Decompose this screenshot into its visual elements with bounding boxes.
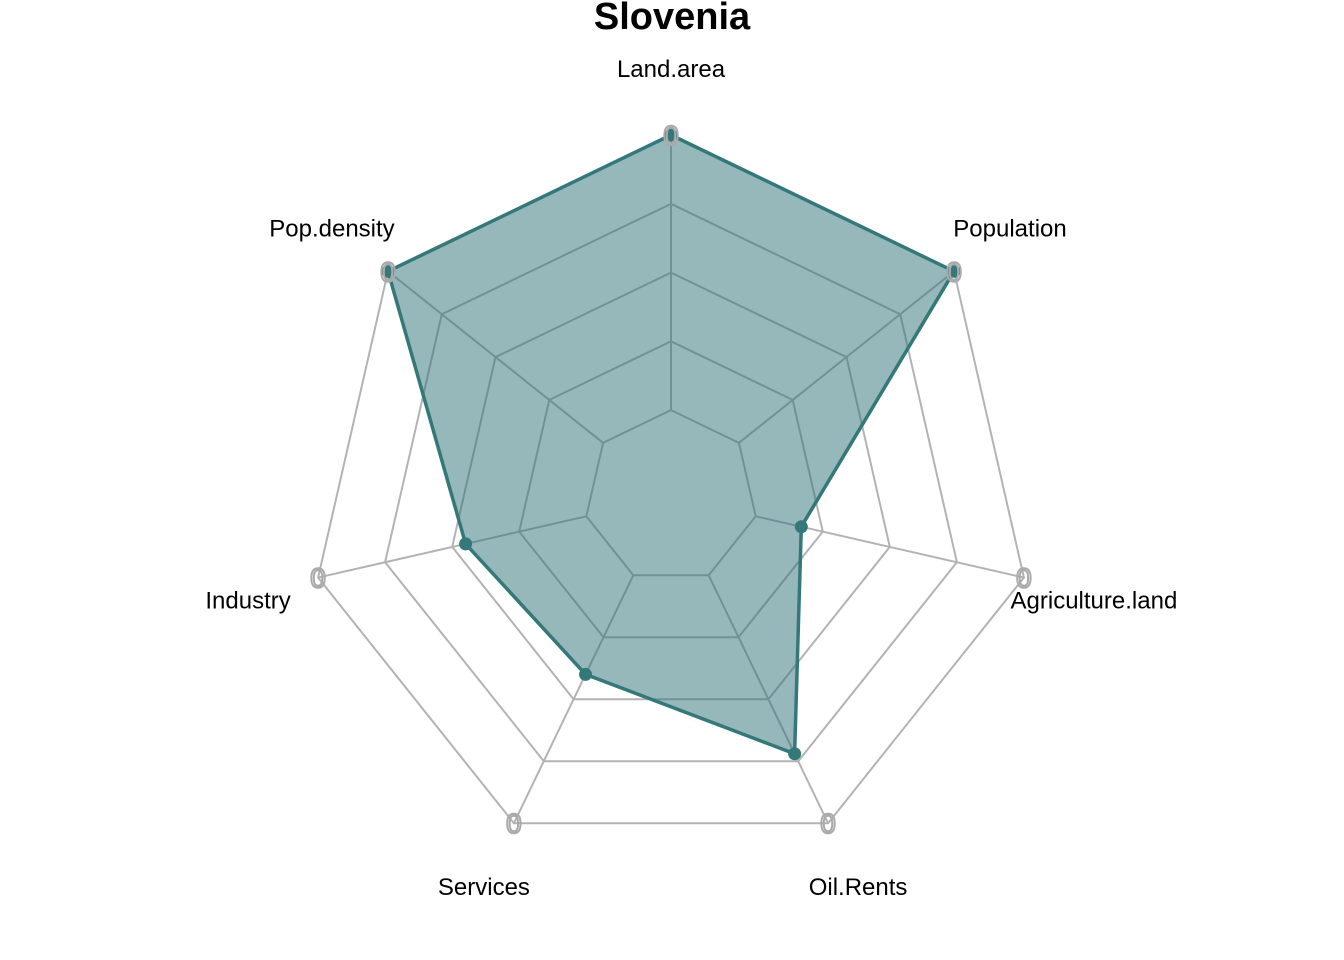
chart-title: Slovenia [593,0,751,38]
series-area [386,133,956,756]
axis-label-services: Services [438,874,530,901]
data-point-industry [459,537,473,551]
axis-min-marker: 0 [1016,563,1032,594]
axis-label-industry: Industry [205,588,290,615]
data-point-land-area [664,128,678,142]
axis-min-marker: 0 [663,120,679,151]
grid-ring-5 [317,133,1025,825]
axis-label-pop-density: Pop.density [269,215,394,242]
series-layer [381,128,961,761]
data-point-oil-rents [788,747,802,761]
axis-min-marker: 0 [506,808,522,839]
axis-label-population: Population [953,215,1066,242]
axis-label-oil-rents: Oil.Rents [809,874,908,901]
data-point-agriculture-land [794,520,808,534]
data-point-services [579,667,593,681]
axis-label-land-area: Land.area [617,56,726,83]
data-point-pop-density [381,264,395,278]
data-point-population [947,264,961,278]
label-layer: 0 0 0 0 0 0 0 Land.area Population Agriculture.la… [205,56,1177,901]
axis-min-marker: 0 [820,808,836,839]
axis-label-agriculture-land: Agriculture.land [1011,588,1178,615]
axis-min-marker: 0 [946,256,962,287]
axis-min-marker: 0 [310,563,326,594]
axis-min-marker: 0 [380,256,396,287]
